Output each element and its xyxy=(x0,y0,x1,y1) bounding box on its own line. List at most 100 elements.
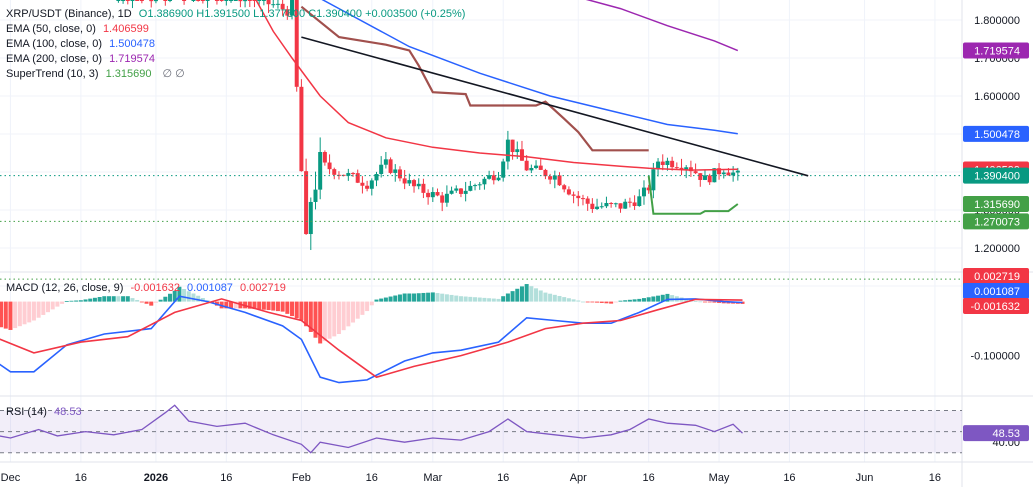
candle-body xyxy=(351,173,356,175)
macd-histogram-bar xyxy=(435,293,440,302)
candle-body xyxy=(135,0,140,1)
macd-histogram-bar xyxy=(402,293,407,302)
macd-histogram-bar xyxy=(360,301,365,315)
ema100-legend[interactable]: EMA (100, close, 0) 1.500478 xyxy=(6,37,159,51)
axes: 1.8000001.7000001.6000001.5000001.400000… xyxy=(1,15,1029,484)
candle-body xyxy=(731,172,736,176)
macd-histogram-bar xyxy=(266,301,271,311)
macd-histogram-bar xyxy=(416,293,421,302)
macd-histogram-bar xyxy=(280,301,285,312)
supertrend-legend[interactable]: SuperTrend (10, 3) 1.315690 ∅ ∅ xyxy=(6,67,189,81)
macd-hist-value: -0.001632 xyxy=(130,282,180,294)
ema200-legend[interactable]: EMA (200, close, 0) 1.719574 xyxy=(6,52,159,66)
candle-body xyxy=(463,190,468,194)
candle-body xyxy=(200,0,205,1)
candle-body xyxy=(688,167,693,172)
candle-body xyxy=(632,202,637,207)
macd-histogram-bar xyxy=(440,293,445,302)
macd-histogram-bar xyxy=(186,291,191,302)
macd-histogram-bar xyxy=(102,296,107,302)
macd-histogram-bar xyxy=(374,299,379,302)
candle-body xyxy=(229,0,234,1)
candle-body xyxy=(397,169,402,179)
candle-body xyxy=(168,0,173,1)
candle-body xyxy=(238,0,243,2)
macd-histogram-bar xyxy=(379,298,384,302)
macd-histogram-bar xyxy=(519,286,524,302)
price-tick-label: 1.800000 xyxy=(974,15,1020,27)
candle-body xyxy=(552,175,557,180)
price-lines xyxy=(0,0,962,280)
macd-histogram-bar xyxy=(46,301,51,313)
macd-histogram-bar xyxy=(13,301,18,329)
candle-body xyxy=(487,175,492,179)
candle-body xyxy=(637,196,642,207)
macd-histogram-bar xyxy=(473,297,478,302)
candle-body xyxy=(623,201,628,209)
price-badge-bg xyxy=(963,167,1029,184)
macd-histogram-bar xyxy=(576,300,581,302)
candle-body xyxy=(627,201,632,203)
macd-histogram-bar xyxy=(290,301,295,317)
macd-histogram-bar xyxy=(477,297,482,302)
candle-body xyxy=(374,173,379,181)
macd-histogram-bar xyxy=(702,301,707,303)
macd-histogram-bar xyxy=(651,296,656,302)
macd-histogram-bar xyxy=(121,296,126,302)
macd-histogram-bar xyxy=(693,301,698,302)
candle-body xyxy=(407,180,412,184)
time-tick-label: 16 xyxy=(643,472,655,484)
candle-body xyxy=(421,183,426,193)
candle-body xyxy=(477,184,482,186)
candle-body xyxy=(580,198,585,200)
candle-body xyxy=(562,185,567,190)
macd-histogram-bar xyxy=(257,301,262,310)
candle-body xyxy=(468,185,473,191)
macd-label: MACD (12, 26, close, 9) xyxy=(6,282,124,294)
macd-histogram-bar xyxy=(515,288,520,302)
symbol-label[interactable]: XRP/USDT (Binance), 1D xyxy=(6,8,132,20)
macd-histogram-bar xyxy=(31,301,36,321)
macd-histogram-bar xyxy=(388,296,393,302)
macd-histogram-bar xyxy=(590,301,595,303)
macd-histogram-bar xyxy=(313,301,318,338)
ema200-line xyxy=(585,0,739,52)
rsi-badge: 48.53 xyxy=(992,428,1020,440)
macd-histogram-bar xyxy=(341,301,346,331)
supertrend-value: 1.315690 xyxy=(105,68,152,80)
candle-body xyxy=(712,168,717,183)
candle-body xyxy=(266,0,271,5)
macd-legend[interactable]: MACD (12, 26, close, 9) -0.001632 0.0010… xyxy=(6,281,290,295)
candle-body xyxy=(707,175,712,183)
ema50-legend[interactable]: EMA (50, close, 0) 1.406599 xyxy=(6,22,153,36)
macd-histogram-bar xyxy=(55,301,60,307)
macd-histogram-bar xyxy=(670,295,675,302)
candle-body xyxy=(271,4,276,6)
candle-body xyxy=(261,0,266,1)
candle-body xyxy=(515,149,520,153)
candle-body xyxy=(717,168,722,175)
candle-body xyxy=(674,167,679,169)
macd-histogram-bar xyxy=(336,301,341,334)
macd-histogram-bar xyxy=(641,298,646,302)
macd-histogram-bar xyxy=(444,294,449,302)
rsi-line xyxy=(0,404,743,454)
time-tick-label: 16 xyxy=(929,472,941,484)
macd-histogram-bar xyxy=(78,300,83,302)
candle-body xyxy=(327,162,332,170)
candle-body xyxy=(670,160,675,168)
macd-histogram-bar xyxy=(637,298,642,302)
macd-histogram-bar xyxy=(684,298,689,302)
macd-badge: 0.002719 xyxy=(974,271,1020,283)
macd-histogram-bar xyxy=(149,301,154,306)
macd-histogram-bar xyxy=(69,300,74,302)
time-tick-label: 16 xyxy=(366,472,378,484)
macd-histogram-bar xyxy=(229,301,234,309)
rsi-legend[interactable]: RSI (14) 48.53 xyxy=(6,405,86,419)
candle-body xyxy=(116,0,121,1)
macd-histogram-bar xyxy=(585,301,590,303)
macd-histogram-bar xyxy=(496,298,501,302)
rsi-pane xyxy=(0,404,962,454)
